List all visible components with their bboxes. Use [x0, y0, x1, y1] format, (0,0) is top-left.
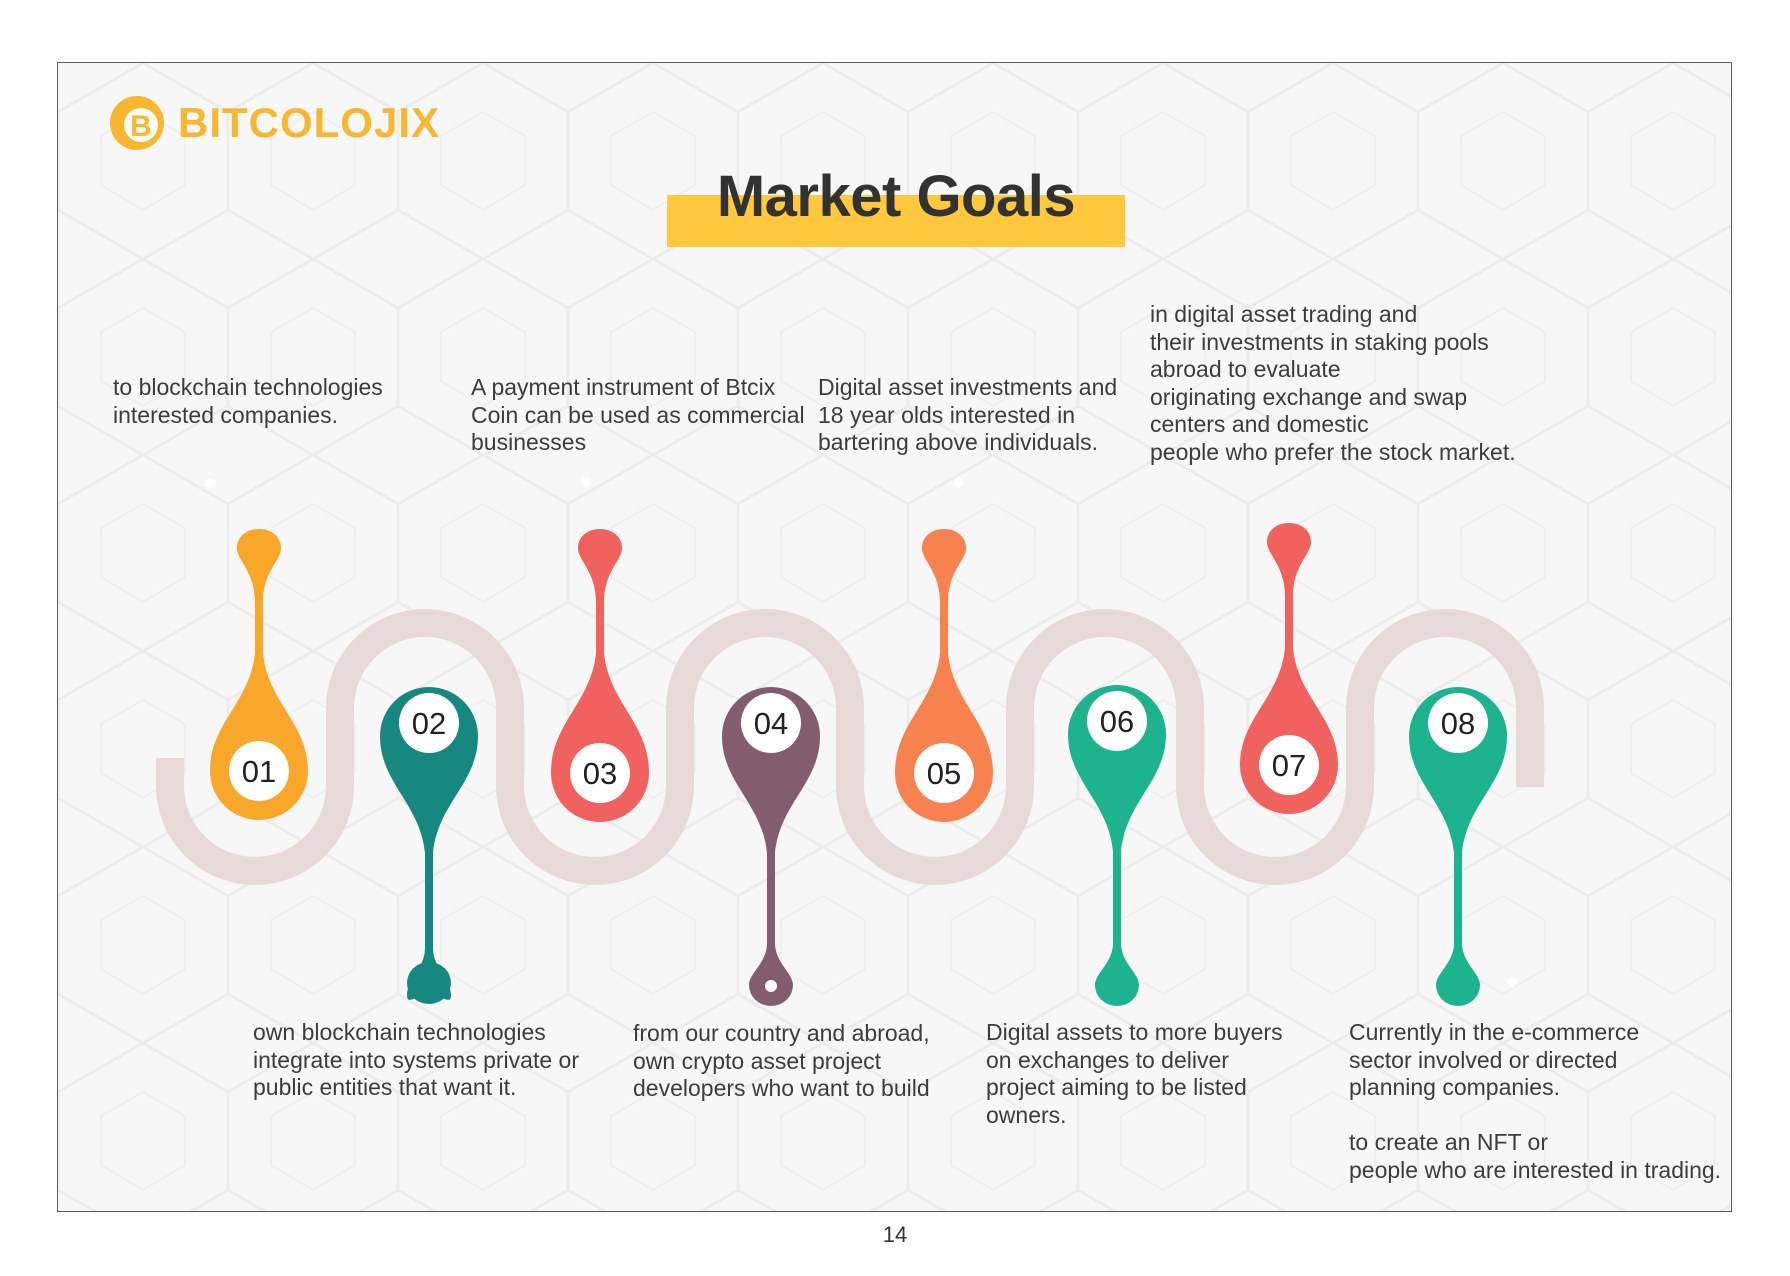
brand-logo: B BITCOLOJIX	[108, 94, 440, 152]
marker-08-body	[1409, 687, 1507, 948]
goal-text-02: own blockchain technologies integrate in…	[253, 1019, 579, 1100]
marker-05-badge	[914, 743, 974, 803]
marker-02-badge	[399, 693, 459, 753]
marker-06-body	[1068, 685, 1166, 948]
goal-text-07: in digital asset trading and their inves…	[1150, 301, 1516, 465]
goal-text-03: A payment instrument of Btcix Coin can b…	[471, 374, 805, 455]
goal-marker-06: 06	[1068, 685, 1166, 1006]
marker-06-badge	[1087, 691, 1147, 751]
title-highlight-bar	[667, 195, 1125, 247]
marker-05-drop-top	[922, 529, 966, 713]
marker-03-badge	[570, 743, 630, 803]
timeline-road: 01 02 03 04	[156, 477, 1544, 1006]
goal-marker-07: 07	[1240, 523, 1338, 814]
goal-marker-02: 02	[380, 687, 478, 1004]
goal-text-01: to blockchain technologies interested co…	[113, 374, 383, 428]
goal-number-08: 08	[1441, 706, 1475, 741]
svg-text:B: B	[130, 110, 152, 143]
goal-number-07: 07	[1272, 748, 1306, 783]
goal-text-06: Digital assets to more buyers on exchang…	[986, 1019, 1283, 1128]
page-frame: B BITCOLOJIX Market Goals 01 02 03	[57, 62, 1732, 1212]
goal-marker-08: 08	[1409, 687, 1517, 1006]
bitcoin-logo-icon: B	[110, 96, 164, 150]
page-number: 14	[882, 1222, 908, 1247]
marker-01-badge	[229, 741, 289, 801]
marker-08-drop-bottom	[1436, 943, 1480, 1006]
marker-07-badge	[1259, 735, 1319, 795]
brand-name: BITCOLOJIX	[178, 99, 441, 146]
marker-05-dot	[954, 477, 964, 487]
marker-03-drop-top	[578, 529, 622, 713]
goal-marker-03: 03	[551, 477, 649, 822]
marker-02-drop-bottom	[407, 962, 451, 1004]
marker-04-dot	[765, 980, 777, 992]
goal-number-06: 06	[1100, 704, 1134, 739]
goal-marker-04: 04	[722, 687, 820, 1006]
goal-number-04: 04	[754, 706, 788, 741]
marker-07-drop-top	[1267, 523, 1311, 703]
marker-03-dot	[581, 477, 591, 487]
goal-marker-01: 01	[205, 478, 308, 820]
marker-04-badge	[741, 693, 801, 753]
goal-text-05: Digital asset investments and 18 year ol…	[818, 374, 1118, 455]
goal-number-02: 02	[412, 706, 446, 741]
marker-04-body	[722, 687, 820, 948]
page-title: Market Goals	[716, 164, 1076, 229]
marker-02-body	[380, 687, 478, 1000]
marker-01-dot	[205, 478, 215, 488]
road-path	[156, 609, 1544, 885]
marker-08-badge	[1428, 693, 1488, 753]
goal-text-08: Currently in the e-commerce sector invol…	[1349, 1019, 1722, 1183]
marker-01-drop-top	[237, 529, 281, 713]
goal-text-04: from our country and abroad, own crypto …	[633, 1020, 930, 1101]
marker-04-drop-bottom	[749, 943, 793, 1006]
marker-08-dot	[1507, 977, 1517, 987]
goal-number-01: 01	[242, 754, 276, 789]
goal-number-05: 05	[927, 756, 961, 791]
goal-marker-05: 05	[895, 477, 993, 822]
marker-06-drop-bottom	[1095, 943, 1139, 1006]
goal-number-03: 03	[583, 756, 617, 791]
